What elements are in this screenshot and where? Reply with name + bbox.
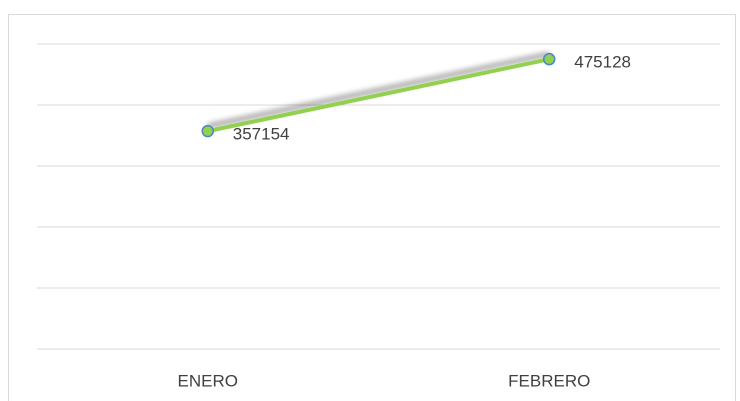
line [207,57,550,134]
data-label: 357154 [233,125,290,144]
marker [543,52,556,66]
x-tick-label: ENERO [178,371,238,390]
chart-border [8,14,736,401]
marker [201,124,214,138]
data-label: 475128 [574,53,631,72]
x-tick-label: FEBRERO [508,371,590,390]
